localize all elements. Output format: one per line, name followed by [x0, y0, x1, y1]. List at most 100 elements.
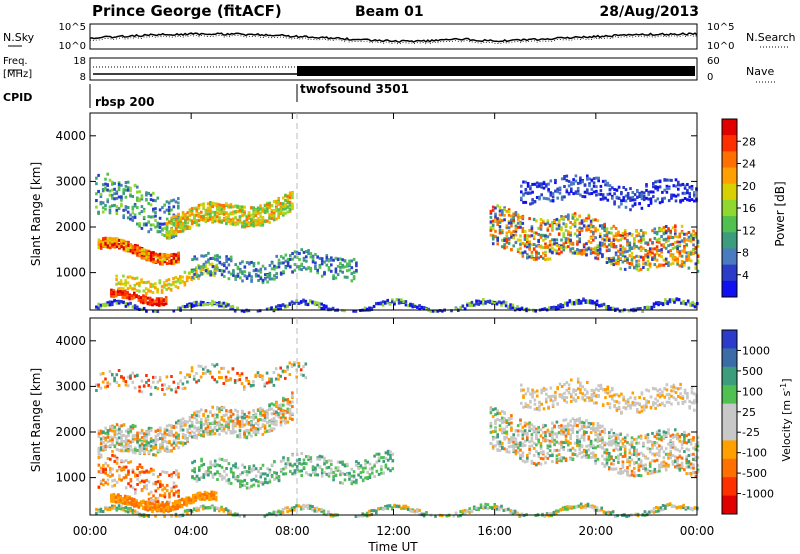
echo-cell — [286, 210, 290, 214]
echo-cell — [264, 267, 267, 271]
echo-cell — [256, 211, 260, 215]
echo-cell — [273, 274, 276, 278]
echo-cell — [95, 383, 98, 387]
echo-cell — [544, 258, 547, 262]
echo-cell — [546, 228, 550, 232]
echo-cell — [126, 275, 130, 279]
echo-cell — [250, 467, 253, 471]
echo-cell — [261, 418, 265, 422]
echo-cell — [589, 219, 593, 223]
echo-cell — [115, 278, 118, 282]
echo-cell — [482, 298, 485, 302]
echo-cell — [218, 211, 221, 214]
echo-cell — [129, 243, 133, 246]
echo-cell — [505, 239, 509, 243]
echo-cell — [667, 186, 671, 190]
echo-cell — [133, 183, 137, 187]
echo-cell — [174, 276, 178, 279]
echo-cell — [225, 431, 228, 435]
echo-cell — [191, 258, 194, 262]
echo-cell — [156, 438, 160, 442]
echo-cell — [277, 304, 280, 308]
echo-cell — [576, 228, 579, 232]
echo-cell — [663, 196, 666, 200]
echo-cell — [138, 197, 141, 201]
echo-cell — [229, 409, 233, 413]
echo-cell — [145, 447, 148, 451]
echo-cell — [128, 497, 131, 501]
echo-cell — [186, 217, 189, 221]
echo-cell — [113, 203, 116, 207]
echo-cell — [152, 198, 155, 202]
echo-cell — [175, 431, 178, 435]
echo-cell — [145, 252, 148, 256]
echo-cell — [245, 215, 249, 219]
echo-cell — [102, 441, 105, 444]
echo-cell — [284, 369, 287, 373]
echo-cell — [247, 428, 251, 432]
echo-cell — [193, 268, 196, 272]
echo-cell — [106, 457, 110, 460]
echo-cell — [268, 407, 271, 411]
echo-cell — [590, 178, 594, 182]
echo-cell — [247, 380, 251, 383]
echo-cell — [115, 301, 119, 305]
echo-cell — [620, 202, 623, 206]
noise-right-label: N.Search — [746, 31, 796, 44]
echo-cell — [192, 304, 196, 308]
echo-cell — [272, 427, 276, 431]
echo-cell — [112, 290, 116, 294]
echo-cell — [111, 373, 114, 376]
echo-cell — [676, 260, 679, 263]
echo-cell — [288, 403, 292, 407]
echo-cell — [206, 414, 210, 418]
echo-cell — [363, 306, 367, 310]
echo-cell — [158, 505, 161, 509]
echo-cell — [696, 241, 700, 245]
echo-cell — [275, 272, 278, 276]
echo-cell — [122, 445, 126, 448]
echo-cell — [209, 466, 212, 469]
echo-cell — [202, 301, 205, 304]
echo-cell — [149, 251, 153, 255]
echo-cell — [204, 365, 207, 369]
echo-cell — [674, 240, 677, 244]
echo-cell — [291, 405, 294, 409]
echo-cell — [106, 482, 110, 486]
echo-cell — [696, 259, 700, 263]
echo-cell — [111, 243, 114, 247]
echo-cell — [677, 180, 680, 184]
echo-cell — [124, 440, 128, 444]
echo-cell — [238, 425, 242, 429]
power-scatter — [95, 172, 700, 313]
echo-cell — [109, 439, 112, 443]
echo-cell — [156, 260, 160, 264]
echo-cell — [174, 390, 178, 394]
echo-cell — [138, 222, 141, 226]
echo-cell — [241, 419, 244, 423]
echo-cell — [578, 249, 581, 253]
echo-cell — [102, 431, 105, 434]
echo-cell — [674, 229, 677, 233]
echo-cell — [516, 217, 520, 221]
echo-cell — [143, 432, 146, 436]
echo-cell — [202, 204, 205, 208]
echo-cell — [658, 180, 662, 184]
echo-cell — [501, 209, 504, 213]
echo-cell — [188, 271, 191, 275]
echo-cell — [286, 201, 290, 205]
echo-cell — [252, 206, 255, 210]
echo-cell — [323, 260, 326, 264]
echo-cell — [118, 427, 121, 431]
echo-cell — [621, 245, 625, 249]
echo-cell — [133, 216, 137, 219]
echo-cell — [671, 261, 675, 265]
echo-cell — [259, 270, 263, 274]
echo-cell — [241, 425, 244, 428]
echo-cell — [129, 460, 133, 464]
echo-cell — [138, 465, 142, 468]
echo-cell — [655, 232, 659, 236]
echo-cell — [218, 420, 221, 424]
echo-cell — [277, 265, 281, 269]
echo-cell — [495, 300, 499, 304]
